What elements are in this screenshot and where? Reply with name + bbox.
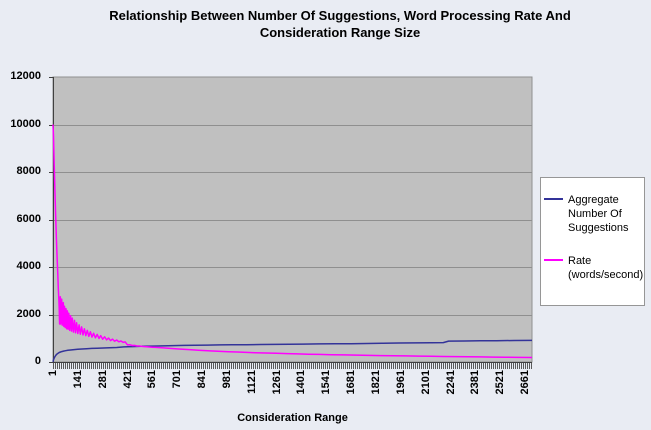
legend: Aggregate Number Of Suggestions Rate (wor… (540, 177, 645, 306)
y-tick-label: 4000 (16, 260, 41, 272)
legend-label: Rate (words/second) (568, 255, 644, 281)
x-tick-label: 2661 (519, 370, 532, 395)
x-axis-title: Consideration Range (237, 412, 348, 424)
x-tick-label: 1681 (345, 370, 358, 395)
chart-title: Relationship Between Number Of Suggestio… (40, 7, 640, 41)
y-tick-label: 12000 (10, 70, 41, 82)
legend-entry: Rate (words/second) (544, 254, 644, 282)
x-tick-label: 561 (146, 370, 159, 389)
x-tick-label: 141 (71, 370, 84, 389)
x-tick-label: 701 (171, 370, 184, 389)
y-tick-label: 2000 (16, 307, 41, 320)
x-tick-label: 421 (121, 370, 134, 389)
legend-line-swatch (544, 259, 563, 261)
y-tick-label: 0 (34, 355, 41, 367)
x-tick-label: 2101 (419, 370, 432, 395)
x-tick-label: 1961 (394, 370, 407, 395)
x-tick-label: 1541 (320, 370, 333, 395)
x-tick-label: 1401 (295, 370, 308, 395)
chart-title-line2: Consideration Range Size (259, 25, 421, 40)
y-tick-label: 8000 (16, 165, 41, 177)
plot-background (52, 76, 533, 363)
x-tick-label: 281 (96, 370, 109, 389)
x-axis-minor-ticks (53, 363, 533, 369)
series-line-1 (52, 124, 533, 359)
legend-line-swatch (544, 198, 563, 200)
x-tick-label: 1 (47, 370, 59, 377)
series-line-0 (52, 339, 533, 362)
legend-label: Aggregate Number Of Suggestions (568, 194, 629, 234)
legend-entry: Aggregate Number Of Suggestions (544, 193, 642, 235)
x-tick-label: 1261 (270, 370, 283, 395)
x-tick-label: 2241 (444, 370, 457, 395)
x-tick-label: 2381 (469, 370, 482, 395)
x-tick-label: 841 (196, 370, 209, 389)
x-tick-label: 2521 (494, 370, 507, 395)
x-tick-label: 1121 (245, 370, 258, 394)
y-tick-label: 6000 (16, 212, 41, 225)
x-tick-label: 1821 (370, 370, 382, 395)
chart-title-line1: Relationship Between Number Of Suggestio… (109, 8, 571, 23)
y-tick-label: 10000 (10, 117, 41, 130)
x-tick-label: 981 (220, 370, 233, 389)
